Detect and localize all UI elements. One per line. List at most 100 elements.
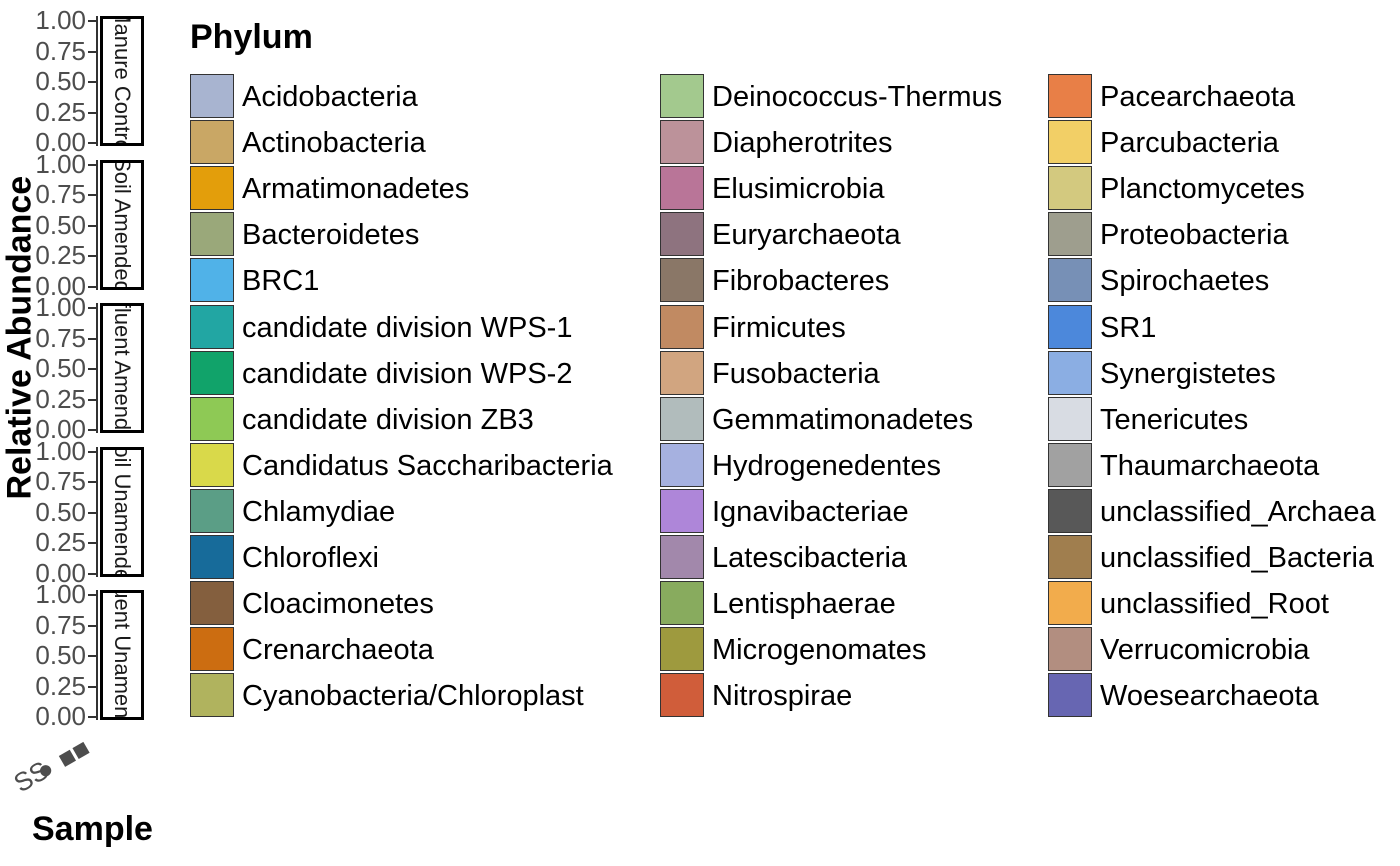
legend-swatch: [190, 212, 234, 257]
y-tick-mark: [88, 163, 96, 166]
y-tick-mark: [88, 450, 96, 453]
y-tick-label: 1.00: [35, 5, 86, 35]
legend-label: BRC1: [242, 265, 320, 298]
y-tick-mark: [88, 655, 96, 657]
legend-label: Fibrobacteres: [712, 265, 890, 298]
legend-swatch: [660, 304, 704, 349]
y-tick-mark: [88, 429, 96, 431]
facet-y-axis-line: [96, 446, 98, 577]
y-tick-label: 0.25: [35, 96, 86, 127]
x-axis-tick-labels: SS ● ■■: [9, 732, 118, 808]
legend-label: unclassified_Bacteria: [1100, 542, 1375, 574]
legend-label: Parcubacteria: [1100, 127, 1279, 160]
y-tick-label: 1.00: [35, 148, 86, 179]
legend-item: Candidatus Saccharibacteria: [190, 442, 650, 489]
y-tick-mark: [88, 511, 96, 514]
facet-y-axis-line: [96, 159, 98, 290]
legend-item: Chloroflexi: [190, 535, 650, 581]
facet-strip-label: Effluent Amended: [110, 303, 135, 433]
legend-item: Armatimonadetes: [190, 166, 650, 212]
legend-item: Spirochaetes: [1048, 258, 1400, 304]
legend-swatch: [1048, 627, 1092, 672]
legend-title: Phylum: [190, 18, 313, 56]
legend-item: BRC1: [190, 258, 650, 304]
legend-item: Gemmatimonadetes: [660, 396, 1120, 443]
legend-swatch: [660, 396, 704, 441]
legend-swatch: [660, 166, 704, 211]
legend-swatch: [190, 350, 234, 395]
legend-swatch: [1048, 258, 1092, 303]
legend-item: Actinobacteria: [190, 120, 650, 166]
y-tick-mark: [88, 398, 96, 401]
y-tick-label: 0.75: [35, 322, 86, 353]
legend-swatch: [190, 581, 234, 626]
legend-label: Euryarchaeota: [712, 219, 901, 252]
y-tick-label: 0.00: [35, 557, 86, 588]
legend-item: Crenarchaeota: [190, 627, 650, 673]
legend-label: Ignavibacteriae: [712, 495, 909, 528]
legend-swatch: [190, 535, 234, 579]
y-tick-label: 0.75: [35, 179, 86, 209]
y-tick-mark: [88, 572, 96, 575]
legend-label: Microgenomates: [712, 634, 927, 667]
facet-y-axis-line: [96, 303, 98, 433]
legend-label: Planctomycetes: [1100, 173, 1305, 206]
legend-label: Gemmatimonadetes: [712, 403, 974, 436]
legend-swatch: [1048, 212, 1092, 257]
legend-label: Firmicutes: [712, 311, 846, 344]
legend-swatch: [660, 442, 704, 487]
legend-swatch: [660, 581, 704, 626]
y-tick-mark: [88, 481, 96, 483]
legend-swatch: [1048, 304, 1092, 349]
legend-label: Latescibacteria: [712, 542, 908, 574]
y-tick-mark: [88, 255, 96, 257]
legend-swatch: [190, 120, 234, 165]
y-tick-label: 0.25: [35, 527, 86, 557]
legend-item: Lentisphaerae: [660, 581, 1120, 627]
legend-swatch: [190, 258, 234, 303]
y-tick-mark: [88, 542, 96, 544]
legend-label: Fusobacteria: [712, 357, 880, 390]
legend-swatch: [1048, 581, 1092, 626]
legend-item: Fusobacteria: [660, 350, 1120, 397]
facet-strip-label: Soil Amended: [110, 159, 135, 290]
y-tick-mark: [88, 337, 96, 340]
legend-item: Deinococcus-Thermus: [660, 74, 1120, 120]
legend-item: candidate division WPS-2: [190, 350, 650, 397]
y-tick-label: 0.25: [35, 670, 86, 701]
legend-item: Ignavibacteriae: [660, 488, 1120, 535]
legend-label: Synergistetes: [1100, 357, 1276, 390]
legend-item: Verrucomicrobia: [1048, 627, 1400, 673]
legend-item: Proteobacteria: [1048, 212, 1400, 258]
y-tick-label: 0.25: [35, 240, 86, 270]
legend-swatch: [1048, 166, 1092, 211]
legend-swatch: [190, 627, 234, 672]
facet-strip: Effluent Unamended: [100, 590, 144, 720]
y-tick-mark: [88, 20, 96, 22]
y-tick-label: 0.00: [35, 270, 86, 301]
legend-item: Firmicutes: [660, 304, 1120, 351]
legend-swatch: [190, 304, 234, 349]
legend-swatch: [190, 74, 234, 118]
legend-item: candidate division WPS-1: [190, 304, 650, 351]
legend-label: Crenarchaeota: [242, 634, 434, 667]
legend-label: Pacearchaeota: [1100, 81, 1296, 113]
y-tick-mark: [88, 81, 96, 83]
y-tick-label: 0.25: [35, 383, 86, 414]
facet-strip: Effluent Amended: [100, 303, 144, 433]
legend-label: unclassified_Root: [1100, 588, 1329, 621]
legend-swatch: [190, 442, 234, 487]
legend-swatch: [660, 74, 704, 118]
x-tick-label: ■■: [52, 732, 95, 775]
legend-label: Tenericutes: [1100, 403, 1249, 436]
legend-item: SR1: [1048, 304, 1400, 351]
y-tick-label: 0.75: [35, 466, 86, 496]
y-tick-label: 1.00: [35, 435, 86, 466]
y-tick-mark: [88, 624, 96, 627]
legend-item: candidate division ZB3: [190, 396, 650, 443]
legend-label: Deinococcus-Thermus: [712, 81, 1003, 113]
y-tick-label: 0.50: [35, 496, 86, 527]
x-axis-title: Sample: [32, 810, 153, 848]
legend-item: Woesearchaeota: [1048, 673, 1400, 719]
facet-strip: Manure Control: [100, 16, 144, 146]
